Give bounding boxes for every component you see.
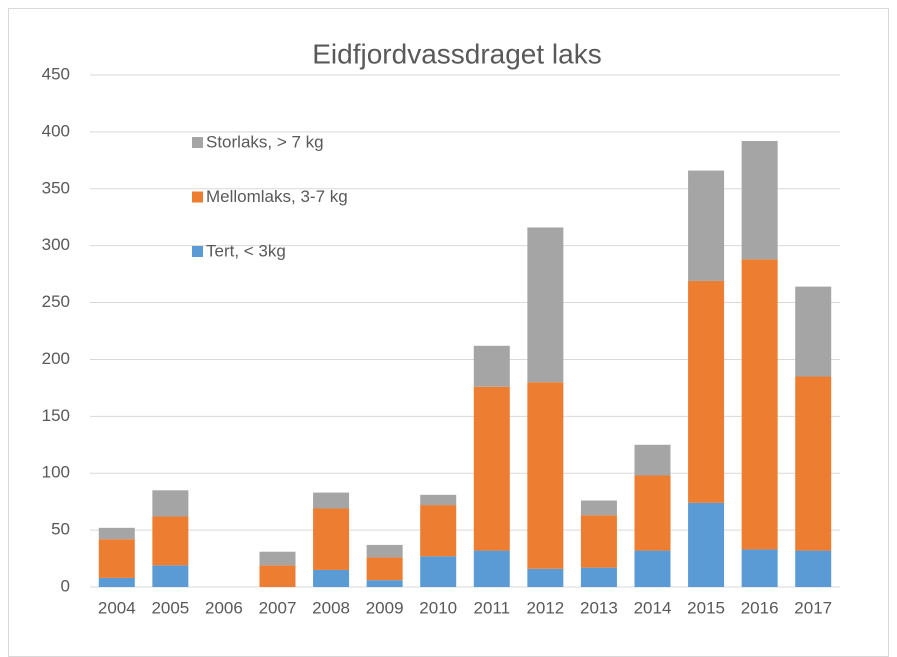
bar-segment — [259, 551, 296, 566]
bar-segment — [580, 567, 617, 587]
bar-segment — [741, 259, 778, 550]
bar-segment — [366, 544, 403, 558]
bar-segment — [152, 516, 189, 566]
x-tick-label: 2017 — [794, 598, 832, 617]
y-tick-label: 100 — [42, 463, 70, 482]
bar-segment — [313, 492, 350, 509]
bar-segment — [688, 170, 725, 281]
x-tick-label: 2005 — [151, 598, 189, 617]
bar-segment — [98, 527, 135, 540]
bar-segment — [795, 376, 832, 551]
y-tick-label: 200 — [42, 349, 70, 368]
x-tick-label: 2006 — [205, 598, 243, 617]
x-tick-label: 2008 — [312, 598, 350, 617]
y-tick-label: 300 — [42, 235, 70, 254]
legend-label: Mellomlaks, 3-7 kg — [206, 187, 348, 206]
y-tick-label: 400 — [42, 121, 70, 140]
y-tick-label: 250 — [42, 292, 70, 311]
bar-segment — [580, 515, 617, 568]
bar-segment — [527, 227, 564, 383]
x-tick-label: 2004 — [98, 598, 136, 617]
bar-segment — [527, 382, 564, 569]
x-tick-label: 2014 — [634, 598, 672, 617]
bar-segment — [527, 568, 564, 587]
x-tick-label: 2011 — [474, 598, 511, 617]
y-tick-label: 50 — [51, 520, 70, 539]
bar-segment — [688, 280, 725, 503]
bar-segment — [259, 565, 296, 587]
x-tick-label: 2010 — [419, 598, 457, 617]
x-tick-label: 2012 — [526, 598, 564, 617]
legend-swatch — [192, 191, 203, 203]
bar-segment — [634, 475, 671, 551]
bar-segment — [98, 539, 135, 578]
x-tick-label: 2016 — [741, 598, 779, 617]
bar-segment — [795, 286, 832, 377]
x-tick-label: 2015 — [687, 598, 725, 617]
bar-segment — [98, 577, 135, 587]
bar-segment — [420, 494, 457, 506]
bar-segment — [473, 345, 510, 387]
bar-segment — [473, 550, 510, 587]
bar-segment — [420, 556, 457, 587]
bar-segment — [795, 550, 832, 587]
legend-label: Storlaks, > 7 kg — [206, 132, 324, 151]
bar-segment — [366, 580, 403, 587]
bar-segment — [420, 505, 457, 557]
bar-segment — [580, 500, 617, 516]
bar-segment — [688, 502, 725, 587]
bar-segment — [152, 565, 189, 587]
legend-swatch — [192, 137, 203, 148]
x-tick-label: 2009 — [366, 598, 404, 617]
legend-swatch — [192, 246, 203, 257]
y-tick-label: 0 — [61, 576, 70, 595]
chart-title: Eidfjordvassdraget laks — [312, 38, 601, 69]
bar-segment — [366, 557, 403, 581]
x-tick-label: 2007 — [259, 598, 297, 617]
y-tick-label: 350 — [42, 178, 70, 197]
bar-segment — [741, 549, 778, 587]
bar-segment — [313, 508, 350, 570]
x-tick-label: 2013 — [580, 598, 618, 617]
bar-segment — [741, 140, 778, 260]
y-tick-label: 450 — [42, 64, 70, 83]
bar-segment — [152, 490, 189, 517]
bar-segment — [634, 550, 671, 587]
legend-label: Tert, < 3kg — [206, 241, 286, 260]
bar-segment — [313, 569, 350, 587]
y-tick-label: 150 — [42, 406, 70, 425]
bar-segment — [634, 444, 671, 476]
bar-segment — [473, 386, 510, 551]
